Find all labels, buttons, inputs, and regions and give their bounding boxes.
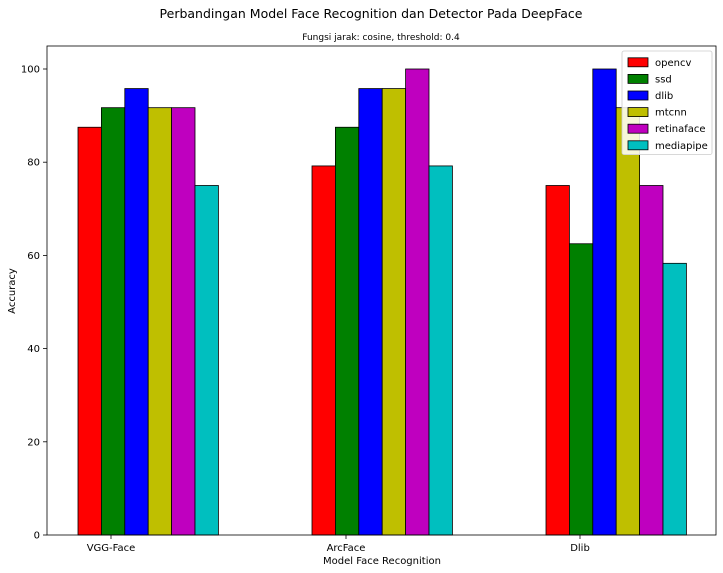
- legend-swatch-mediapipe: [627, 140, 649, 151]
- y-axis-label: Accuracy: [7, 268, 18, 314]
- legend-label-mtcnn: mtcnn: [655, 108, 687, 119]
- y-tick-label: 100: [21, 65, 40, 76]
- legend: opencv ssd dlib mtcnn retinaface mediapipe: [621, 50, 713, 155]
- legend-swatch-opencv: [627, 57, 649, 68]
- bar-mtcnn-arcface: [381, 88, 407, 536]
- bar-retinaface-dlib: [639, 185, 664, 536]
- axes-frame: [46, 45, 717, 536]
- bar-ssd-vgg-face: [101, 107, 126, 536]
- bar-mtcnn-dlib: [615, 107, 641, 536]
- bar-retinaface-arcface: [405, 68, 430, 536]
- bar-opencv-vgg-face: [77, 126, 102, 536]
- bar-opencv-arcface: [311, 165, 336, 536]
- bars-group: [77, 68, 687, 536]
- chart-title: Perbandingan Model Face Recognition dan …: [160, 6, 583, 21]
- chart-subtitle: Fungsi jarak: cosine, threshold: 0.4: [302, 33, 460, 43]
- legend-swatch-dlib: [627, 90, 649, 101]
- x-tick-label: Dlib: [570, 543, 590, 554]
- y-axis-ticks: 0 20 40 60 80 100: [21, 65, 47, 542]
- legend-swatch-ssd: [627, 74, 649, 84]
- bar-dlib-dlib: [592, 68, 617, 536]
- legend-label-opencv: opencv: [655, 58, 691, 69]
- bar-ssd-arcface: [334, 126, 360, 536]
- legend-label-ssd: ssd: [655, 74, 672, 85]
- legend-label-mediapipe: mediapipe: [655, 141, 708, 152]
- legend-label-dlib: dlib: [655, 91, 673, 102]
- y-tick-label: 0: [34, 531, 40, 542]
- legend-swatch-retinaface: [627, 123, 649, 134]
- y-tick-label: 40: [27, 344, 40, 355]
- legend-label-retinaface: retinaface: [655, 124, 706, 135]
- y-tick-label: 60: [27, 251, 40, 262]
- bar-mediapipe-dlib: [662, 262, 687, 536]
- bar-ssd-dlib: [569, 243, 594, 536]
- bar-mtcnn-vgg-face: [147, 107, 172, 536]
- x-tick-label: VGG-Face: [87, 543, 136, 554]
- bar-mediapipe-vgg-face: [194, 185, 219, 536]
- bar-opencv-dlib: [545, 185, 570, 536]
- y-tick-label: 20: [27, 437, 40, 448]
- x-axis-ticks: VGG-Face ArcFace Dlib: [87, 535, 590, 554]
- legend-swatch-mtcnn: [627, 107, 649, 117]
- x-axis-label: Model Face Recognition: [323, 556, 441, 567]
- bar-retinaface-vgg-face: [171, 107, 196, 536]
- bar-dlib-arcface: [358, 88, 383, 536]
- x-tick-label: ArcFace: [327, 543, 366, 554]
- bar-mediapipe-arcface: [428, 165, 453, 536]
- bar-dlib-vgg-face: [124, 88, 149, 536]
- y-tick-label: 80: [27, 158, 40, 169]
